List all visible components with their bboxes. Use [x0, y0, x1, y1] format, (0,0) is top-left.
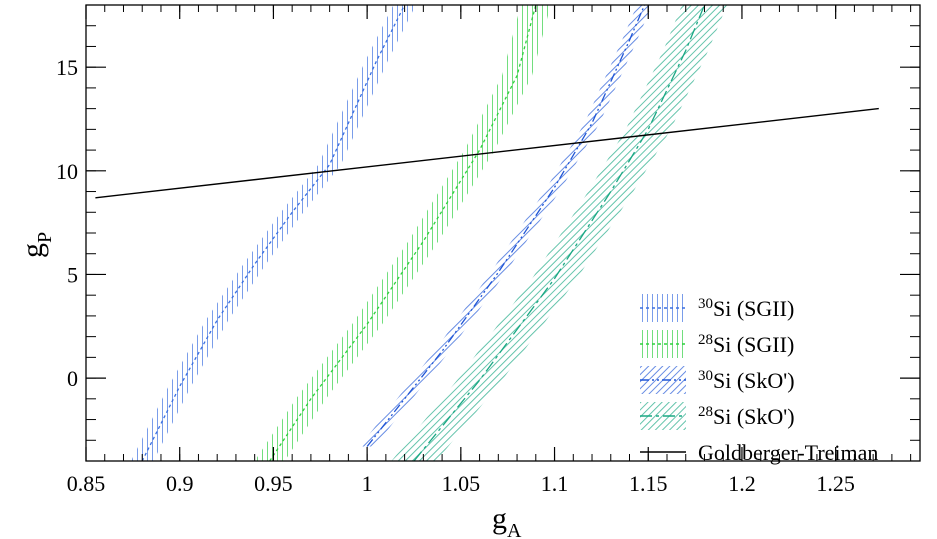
- x-tick-label: 1: [362, 471, 373, 496]
- y-axis-label: gP: [16, 232, 56, 258]
- line-30si-sko: [366, 5, 646, 447]
- y-tick-label: 15: [56, 55, 78, 80]
- legend: 30Si (SGII) 28Si (SGII) 30Si (SkO') 28Si (S…: [640, 294, 878, 465]
- band-30si-sko: [359, 5, 652, 447]
- band-28si-sko: [391, 5, 727, 461]
- y-axis: 0 5 10 15: [56, 4, 920, 462]
- series-lines: [95, 5, 879, 461]
- x-tick-label: 1.25: [816, 471, 855, 496]
- x-tick-label: 1.2: [728, 471, 756, 496]
- y-tick-label: 0: [67, 366, 78, 391]
- y-tick-label: 5: [67, 262, 78, 287]
- legend-label: 30Si (SGII): [698, 296, 794, 321]
- legend-label: 28Si (SkO'): [698, 404, 795, 429]
- band-28si-sgii: [254, 5, 551, 461]
- y-tick-label: 10: [56, 159, 78, 184]
- legend-label: 28Si (SGII): [698, 332, 794, 357]
- legend-label: Goldberger-Treiman: [698, 440, 878, 465]
- x-axis-label: gA: [492, 502, 522, 539]
- x-tick-label: 0.9: [166, 471, 194, 496]
- legend-label: 30Si (SkO'): [698, 368, 795, 393]
- line-28si-sko: [413, 5, 706, 461]
- x-tick-label: 0.85: [67, 471, 106, 496]
- x-tick-label: 1.1: [541, 471, 569, 496]
- x-axis: 0.85 0.9 0.95 1 1.05 1.1 1.15 1.2 1.25: [67, 5, 912, 496]
- x-tick-label: 1.15: [629, 471, 668, 496]
- line-goldberger-treiman: [95, 107, 879, 199]
- x-tick-label: 1.05: [442, 471, 481, 496]
- x-tick-label: 0.95: [254, 471, 293, 496]
- line-30si-sgii: [141, 5, 406, 461]
- band-30si-sgii: [130, 5, 416, 461]
- line-28si-sgii: [269, 5, 537, 461]
